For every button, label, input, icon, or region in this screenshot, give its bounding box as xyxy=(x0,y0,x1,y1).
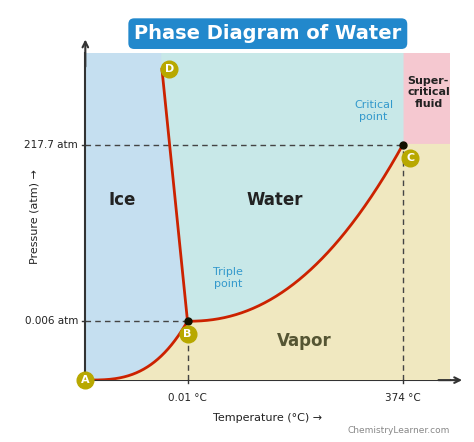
Text: 374 °C: 374 °C xyxy=(385,393,421,403)
Text: Critical
point: Critical point xyxy=(354,100,393,122)
Text: C: C xyxy=(406,152,414,163)
Text: Pressure (atm) →: Pressure (atm) → xyxy=(29,169,39,264)
Polygon shape xyxy=(85,53,188,380)
Text: Ice: Ice xyxy=(108,191,136,209)
Text: D: D xyxy=(164,65,174,74)
Text: Triple
point: Triple point xyxy=(213,267,243,289)
Text: A: A xyxy=(81,375,90,385)
Text: Super-
critical
fluid: Super- critical fluid xyxy=(407,76,450,109)
Polygon shape xyxy=(85,145,450,380)
Text: 217.7 atm: 217.7 atm xyxy=(24,140,78,150)
Text: Vapor: Vapor xyxy=(277,332,332,350)
Text: 0.01 °C: 0.01 °C xyxy=(168,393,207,403)
Polygon shape xyxy=(403,53,450,145)
Title: Phase Diagram of Water: Phase Diagram of Water xyxy=(134,24,401,43)
Polygon shape xyxy=(162,53,403,321)
Text: 0.006 atm: 0.006 atm xyxy=(25,316,78,326)
Text: B: B xyxy=(183,329,191,339)
Text: Water: Water xyxy=(247,191,303,209)
Text: Temperature (°C) →: Temperature (°C) → xyxy=(213,413,322,423)
Text: ChemistryLearner.com: ChemistryLearner.com xyxy=(348,426,450,435)
